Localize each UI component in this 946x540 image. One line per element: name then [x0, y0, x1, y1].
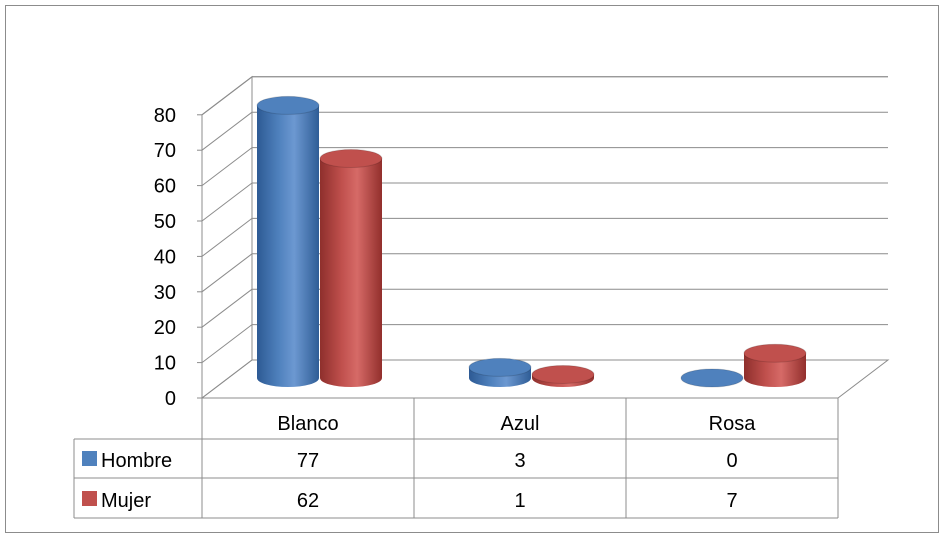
y-tick-label: 20	[154, 317, 176, 339]
legend-label-hombre: Hombre	[101, 450, 172, 472]
y-tick-label: 50	[154, 211, 176, 233]
bar-mujer-azul	[531, 364, 595, 387]
bar-hombre-rosa	[680, 368, 744, 388]
y-tick-label: 70	[154, 140, 176, 162]
gridline-diagonal	[201, 253, 253, 293]
table-cell: 7	[726, 490, 737, 512]
y-tick-label: 30	[154, 282, 176, 304]
y-axis: 0 10 20 30 40 50 60 70 80	[154, 105, 202, 410]
bar-top	[743, 343, 807, 363]
data-table: Blanco Azul Rosa Hombre 77 3 0 Mujer 62 1 7	[73, 398, 839, 519]
table-header-azul: Azul	[501, 413, 540, 435]
gridline-diagonal	[201, 147, 253, 186]
bar-top	[319, 149, 383, 169]
bar-hombre-azul	[468, 357, 532, 387]
gridline-diagonal	[201, 288, 253, 328]
table-header-rosa: Rosa	[709, 413, 757, 435]
bar-body	[320, 158, 382, 387]
bar-body	[257, 105, 319, 388]
table-cell: 1	[514, 490, 525, 512]
y-tick-label: 60	[154, 176, 176, 198]
bar-hombre-blanco	[256, 95, 320, 388]
y-tick-label: 0	[165, 388, 176, 410]
bar-top	[680, 368, 744, 388]
legend-swatch-hombre	[82, 451, 97, 466]
table-header-blanco: Blanco	[277, 413, 338, 435]
bar-mujer-blanco	[319, 149, 383, 387]
gridline-diagonal	[201, 218, 253, 257]
legend-label-mujer: Mujer	[101, 490, 151, 512]
bar-top	[256, 95, 320, 115]
gridline-diagonal	[201, 111, 253, 151]
bar-mujer-rosa	[743, 343, 807, 387]
gridline-diagonal	[201, 76, 253, 116]
table-cell: 62	[297, 490, 319, 512]
bar-top	[468, 357, 532, 377]
table-cell: 3	[514, 450, 525, 472]
bar-body	[744, 353, 806, 387]
bar-top	[531, 364, 595, 384]
y-tick-label: 40	[154, 246, 176, 268]
gridline-diagonal	[201, 324, 253, 363]
table-cell: 0	[726, 450, 737, 472]
legend-swatch-mujer	[82, 491, 97, 506]
gridline-diagonal	[201, 359, 253, 399]
y-tick-label: 10	[154, 353, 176, 375]
table-cell: 77	[297, 450, 319, 472]
y-tick-label: 80	[154, 105, 176, 127]
gridline-diagonal	[201, 182, 253, 222]
bars	[256, 95, 807, 388]
chart-frame	[5, 5, 939, 533]
